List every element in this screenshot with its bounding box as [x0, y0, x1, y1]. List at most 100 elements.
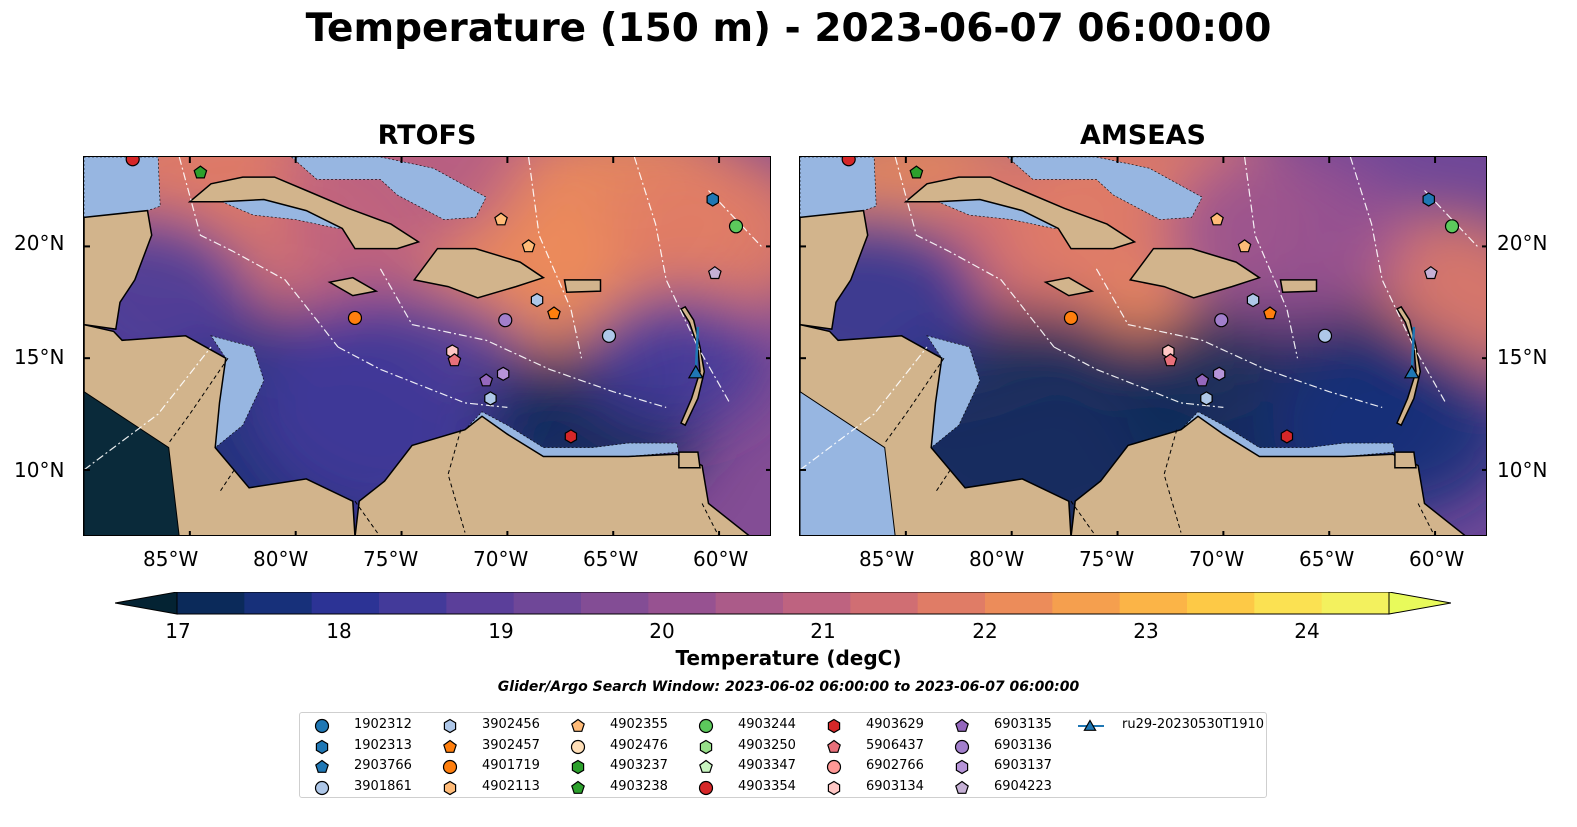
legend-label: 6903135	[994, 717, 1052, 732]
legend-label: 6904223	[994, 778, 1052, 794]
lat-label-15n-right: 15°N	[1497, 345, 1548, 369]
rtofs-platform-6903137-14	[496, 366, 510, 381]
colorbar-segment-6	[513, 592, 582, 614]
rtofs-eez-boundary-5	[84, 346, 212, 471]
rtofs-country-border-1	[219, 469, 235, 493]
colorbar-segment-14	[1052, 592, 1121, 614]
rtofs-platform-3902456-7	[530, 292, 544, 308]
legend-label: ru29-20230530T1910	[1122, 717, 1265, 732]
panel-title-rtofs: RTOFS	[377, 120, 477, 151]
rtofs-platform-6904223-6	[707, 265, 722, 280]
legend-label: 4903238	[610, 778, 668, 794]
legend-label: 1902313	[354, 737, 412, 753]
lon-label-85w-rtofs: 85°W	[143, 547, 199, 571]
amseas-yucatan-land	[800, 209, 869, 330]
colorbar-tick-18: 18	[326, 619, 352, 643]
rtofs-country-border-2	[354, 500, 380, 535]
amseas-pacific-ocean	[800, 391, 896, 535]
colorbar-tick-24: 24	[1294, 619, 1320, 643]
lon-label-80w-amseas: 80°W	[969, 547, 1025, 571]
rtofs-country-border-3	[447, 429, 466, 533]
lon-label-75w-amseas: 75°W	[1079, 547, 1135, 571]
legend-marker-6903134	[827, 780, 841, 795]
legend-label: 4903237	[610, 758, 668, 773]
lon-label-75w-rtofs: 75°W	[363, 547, 419, 571]
colorbar-segment-18	[1321, 592, 1390, 614]
amseas-puerto-rico-land	[1279, 279, 1318, 293]
lat-label-20n-left: 20°N	[14, 231, 65, 255]
platform-legend: 1902312 1902313 2903766 3901861 3902456 39024…	[299, 712, 1267, 798]
amseas-trinidad-land	[1394, 451, 1417, 469]
colorbar-segment-4	[379, 592, 447, 614]
legend-marker-4903354	[698, 780, 714, 795]
legend-marker-2903766	[315, 759, 329, 773]
rtofs-platform-1902313-2	[706, 192, 720, 207]
legend-label: 4903347	[738, 758, 796, 773]
legend-marker-4903238	[571, 780, 585, 794]
lon-label-70w-amseas: 70°W	[1189, 547, 1245, 571]
colorbar-over-arrow	[1388, 592, 1451, 615]
amseas-platform-1902313-2	[1422, 192, 1436, 207]
legend-marker-3902456	[443, 718, 457, 734]
amseas-glider-marker	[1403, 364, 1420, 379]
amseas-jamaica-land	[1043, 276, 1095, 297]
legend-label: 4902476	[610, 737, 668, 753]
rtofs-south-america-land	[354, 415, 750, 535]
amseas-country-border-4	[1417, 503, 1435, 535]
amseas-platform-6903135-15	[1195, 373, 1210, 387]
lat-label-10n-left: 10°N	[14, 458, 65, 482]
legend-label: 4903354	[738, 778, 796, 794]
colorbar-frame	[176, 592, 1390, 615]
rtofs-puerto-rico-land	[563, 279, 602, 293]
rtofs-jamaica-land	[327, 276, 379, 297]
legend-label: 4903629	[866, 717, 924, 732]
colorbar-segment-7	[581, 592, 649, 614]
rtofs-platform-4902355-4	[494, 212, 508, 226]
legend-marker-4902355	[571, 718, 585, 732]
colorbar-tick-21: 21	[810, 619, 836, 643]
lon-label-85w-amseas: 85°W	[859, 547, 915, 571]
rtofs-map	[84, 157, 770, 535]
colorbar-label: Temperature (degC)	[675, 646, 902, 670]
amseas-cuba-land	[903, 176, 1137, 250]
legend-label: 6903134	[866, 778, 924, 794]
search-window-text: Glider/Argo Search Window: 2023-06-02 06…	[497, 679, 1080, 695]
legend-marker-4902476	[570, 739, 586, 754]
lon-label-70w-rtofs: 70°W	[473, 547, 529, 571]
colorbar-segment-16	[1187, 592, 1255, 614]
amseas-country-border-0	[884, 357, 945, 444]
lat-label-10n-right: 10°N	[1497, 458, 1548, 482]
rtofs-hispaniola-land	[412, 247, 546, 299]
legend-marker-4903250	[699, 739, 713, 754]
legend-label: 3902457	[482, 737, 540, 753]
amseas-nicaragua-shelf	[926, 335, 981, 449]
amseas-platform-6904223-6	[1423, 265, 1438, 280]
colorbar-segment-1	[177, 592, 245, 614]
rtofs-yucatan-land	[84, 209, 153, 330]
rtofs-temperature-blob-10	[586, 290, 767, 426]
rtofs-pacific-ocean	[84, 391, 180, 535]
legend-marker-3901861	[314, 780, 330, 795]
colorbar-segment-12	[917, 592, 986, 614]
legend-label: 4902113	[482, 778, 540, 794]
amseas-platform-3901861-11	[1317, 328, 1333, 343]
rtofs-platform-4903238-1	[193, 165, 208, 179]
rtofs-cuba-land	[187, 176, 421, 250]
temperature-colorbar	[115, 592, 1451, 615]
legend-label: 4903250	[738, 737, 796, 753]
lon-label-60w-rtofs: 60°W	[693, 547, 749, 571]
legend-marker-6903136	[954, 739, 970, 754]
rtofs-country-border-4	[701, 503, 719, 535]
colorbar-segment-13	[985, 592, 1053, 614]
rtofs-glider-marker	[687, 364, 704, 379]
amseas-platform-4903238-1	[909, 165, 924, 179]
legend-marker-6903135	[955, 718, 969, 732]
colorbar-segment-5	[446, 592, 515, 614]
legend-label: 1902312	[354, 717, 412, 732]
rtofs-platform-4901719-10	[347, 310, 363, 326]
legend-label: 6903136	[994, 737, 1052, 753]
lat-label-20n-right: 20°N	[1497, 231, 1548, 255]
colorbar-segment-10	[783, 592, 851, 614]
rtofs-country-border-0	[168, 357, 229, 444]
amseas-yucatan-shelf	[800, 157, 877, 218]
